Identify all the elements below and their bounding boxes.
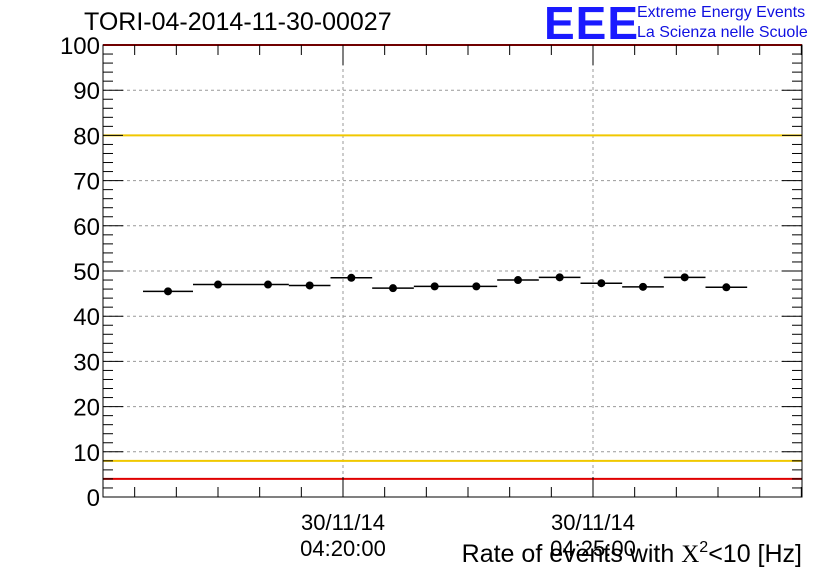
x-tick-label-date: 30/11/14 [301, 510, 385, 535]
x-axis-label-sup: 2 [699, 539, 708, 556]
data-points [143, 273, 748, 296]
y-tick-label: 60 [73, 214, 100, 241]
y-tick-label: 70 [73, 169, 100, 196]
x-tick-label-date: 30/11/14 [551, 510, 635, 535]
x-axis-label-prefix: Rate of events with [462, 540, 682, 568]
y-tick-label: 100 [60, 33, 100, 60]
data-point [472, 282, 481, 291]
y-tick-label: 80 [73, 123, 100, 150]
chart-title: TORI-04-2014-11-30-00027 [84, 8, 392, 36]
data-point [214, 280, 222, 289]
grid-lines [103, 45, 802, 497]
data-point [514, 276, 522, 285]
y-tick-label: 20 [73, 395, 100, 422]
reference-lines [103, 44, 802, 480]
y-tick-label: 90 [73, 78, 100, 105]
data-point [264, 280, 272, 289]
data-point [597, 279, 606, 288]
x-axis-label-suffix: <10 [Hz] [708, 540, 802, 568]
eee-logo: EEE [544, 0, 640, 49]
y-tick-label: 10 [73, 440, 100, 467]
y-tick-labels: 0 10 20 30 40 50 60 70 80 90 100 [60, 33, 100, 512]
x-axis-label-chi: X [681, 541, 699, 568]
data-point [389, 284, 397, 293]
logo-line-2: La Scienza nelle Scuole [637, 24, 808, 41]
y-tick-label: 50 [73, 259, 100, 286]
x-axis-label: Rate of events with X2<10 [Hz] [462, 539, 802, 568]
axis-ticks [103, 44, 802, 498]
x-tick-label-time: 04:20:00 [300, 536, 386, 561]
data-point [680, 273, 689, 282]
y-tick-label: 40 [73, 304, 100, 331]
logo-line-1: Extreme Energy Events [637, 4, 806, 21]
data-point [430, 282, 439, 291]
data-point [164, 287, 172, 296]
y-tick-label: 30 [73, 349, 100, 376]
data-point [639, 282, 647, 291]
data-point [722, 283, 731, 292]
data-point [305, 281, 314, 290]
data-point [347, 273, 356, 282]
data-point [555, 273, 564, 282]
y-tick-label: 0 [87, 485, 100, 512]
x-tick-label-time: 04:25:00 [550, 536, 636, 561]
